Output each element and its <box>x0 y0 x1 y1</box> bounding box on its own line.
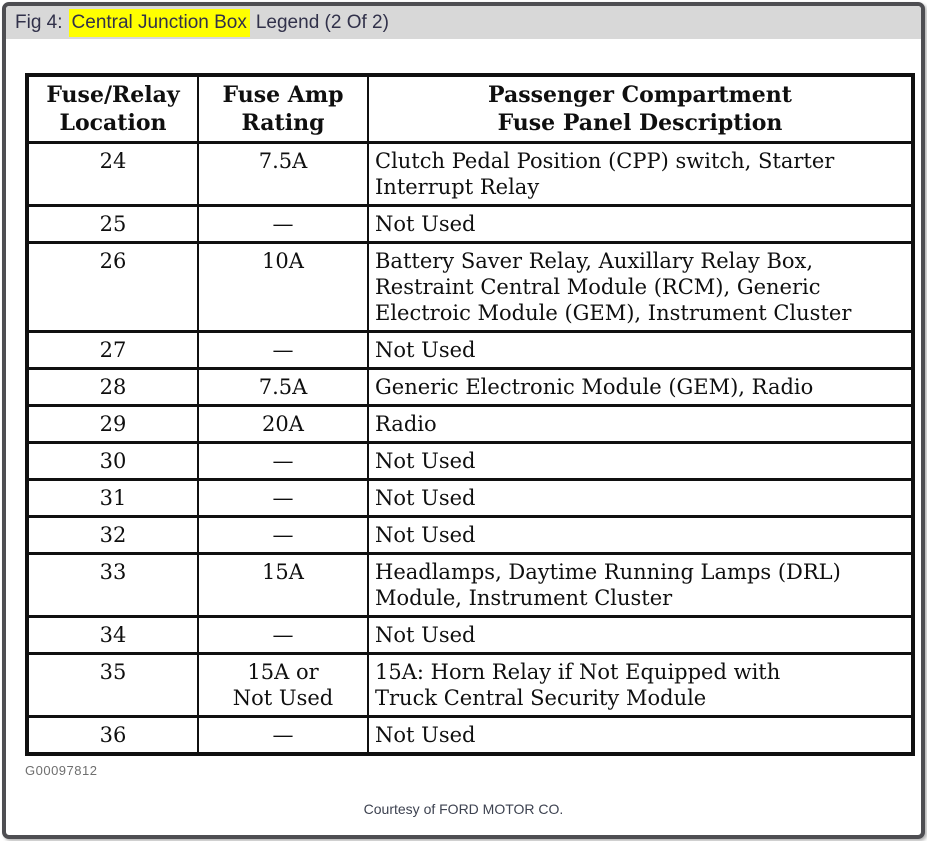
table-row: 32— Not Used <box>26 515 914 555</box>
table-row: 29 20A Radio <box>26 404 914 444</box>
fuse-table-header: Fuse/Relay Location Fuse Amp Rating Pass… <box>26 73 914 144</box>
fuse-rating-cell: 10A <box>197 241 369 333</box>
table-row: 35 15A or Not Used 15A: Horn Relay if Not … <box>26 652 914 718</box>
figure-title-bar: Fig 4: Central Junction Box Legend (2 Of… <box>6 6 921 39</box>
fuse-description-cell: Not Used <box>367 515 914 555</box>
column-header-rating: Fuse Amp Rating <box>197 73 369 144</box>
column-header-location: Fuse/Relay Location <box>26 73 199 144</box>
table-row: 30— Not Used <box>26 441 914 481</box>
fuse-description-cell: Radio <box>367 404 914 444</box>
fuse-rating-cell: — <box>197 478 369 518</box>
fuse-description-cell: Not Used <box>367 330 914 370</box>
fuse-description-cell: Not Used <box>367 478 914 518</box>
fuse-description-cell: Not Used <box>367 715 914 756</box>
column-header-description: Passenger Compartment Fuse Panel Descrip… <box>367 73 914 144</box>
fuse-rating-cell: — <box>197 615 369 655</box>
table-row: 36— Not Used <box>26 715 914 756</box>
figure-label-suffix: Legend (2 Of 2) <box>255 11 389 33</box>
fuse-location-cell: 30 <box>26 441 199 481</box>
fuse-location-cell: 36 <box>26 715 199 756</box>
table-row: 33 15A Headlamps, Daytime Running Lamps (D… <box>26 552 914 618</box>
fuse-table-body: 24 7.5A Clutch Pedal Position (CPP) switch… <box>26 141 914 756</box>
fuse-description-cell: Generic Electronic Module (GEM), Radio <box>367 367 914 407</box>
fuse-description-cell: Not Used <box>367 615 914 655</box>
fuse-legend-table: Fuse/Relay Location Fuse Amp Rating Pass… <box>25 73 915 756</box>
fuse-rating-cell: 20A <box>197 404 369 444</box>
table-row: 26 10A Battery Saver Relay, Auxillary Rela… <box>26 241 914 333</box>
fuse-rating-cell: 15A or Not Used <box>197 652 369 718</box>
fuse-location-cell: 29 <box>26 404 199 444</box>
table-header-row: Fuse/Relay Location Fuse Amp Rating Pass… <box>26 73 914 144</box>
fuse-location-cell: 34 <box>26 615 199 655</box>
fuse-rating-cell: 7.5A <box>197 367 369 407</box>
fuse-description-cell: Battery Saver Relay, Auxillary Relay Box… <box>367 241 914 333</box>
fuse-rating-cell: — <box>197 204 369 244</box>
fuse-description-cell: 15A: Horn Relay if Not Equipped with Tru… <box>367 652 914 718</box>
graphic-id-label: G00097812 <box>25 763 98 778</box>
fuse-location-cell: 24 <box>26 141 199 207</box>
fuse-description-cell: Not Used <box>367 441 914 481</box>
fuse-location-cell: 26 <box>26 241 199 333</box>
table-row: 27— Not Used <box>26 330 914 370</box>
courtesy-caption: Courtesy of FORD MOTOR CO. <box>363 801 564 817</box>
figure-content: Fuse/Relay Location Fuse Amp Rating Pass… <box>6 39 921 778</box>
fuse-rating-cell: — <box>197 330 369 370</box>
fuse-location-cell: 31 <box>26 478 199 518</box>
table-row: 24 7.5A Clutch Pedal Position (CPP) switch… <box>26 141 914 207</box>
table-row: 31— Not Used <box>26 478 914 518</box>
fuse-location-cell: 33 <box>26 552 199 618</box>
fuse-location-cell: 28 <box>26 367 199 407</box>
highlighted-search-text: Central Junction Box <box>68 8 250 37</box>
fuse-rating-cell: — <box>197 515 369 555</box>
fuse-location-cell: 32 <box>26 515 199 555</box>
fuse-description-cell: Not Used <box>367 204 914 244</box>
table-row: 25— Not Used <box>26 204 914 244</box>
fuse-rating-cell: 15A <box>197 552 369 618</box>
table-row: 34— Not Used <box>26 615 914 655</box>
fuse-location-cell: 35 <box>26 652 199 718</box>
fuse-rating-cell: — <box>197 715 369 756</box>
fuse-description-cell: Clutch Pedal Position (CPP) switch, Star… <box>367 141 914 207</box>
figure-label-prefix: Fig 4: <box>15 11 63 33</box>
fuse-location-cell: 27 <box>26 330 199 370</box>
table-row: 28 7.5A Generic Electronic Module (GEM), R… <box>26 367 914 407</box>
fuse-location-cell: 25 <box>26 204 199 244</box>
fuse-description-cell: Headlamps, Daytime Running Lamps (DRL) M… <box>367 552 914 618</box>
fuse-rating-cell: 7.5A <box>197 141 369 207</box>
fuse-rating-cell: — <box>197 441 369 481</box>
